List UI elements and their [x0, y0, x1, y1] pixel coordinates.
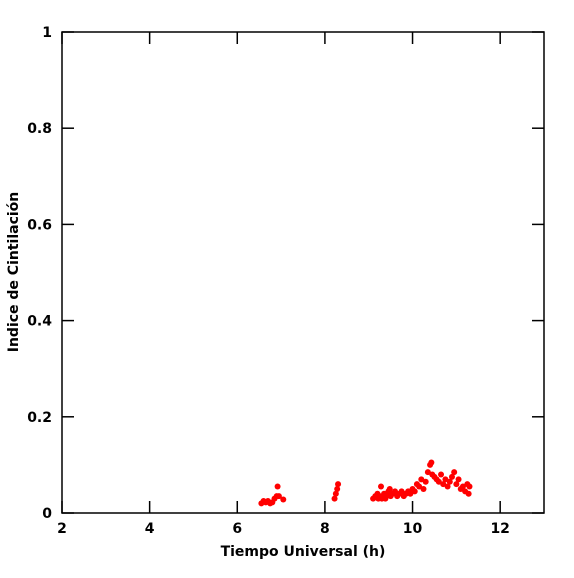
x-tick-label: 8: [320, 521, 330, 537]
y-tick-label: 0.8: [27, 121, 52, 137]
y-tick-label: 0.6: [27, 217, 52, 233]
y-tick-label: 0.4: [27, 314, 52, 330]
point: [440, 481, 447, 488]
y-axis-label: Indice de Cintilación: [6, 192, 22, 353]
plot-frame: [61, 31, 545, 514]
point: [332, 490, 339, 497]
point: [422, 478, 429, 485]
x-tick-label: 10: [403, 521, 423, 537]
point: [442, 476, 449, 483]
point: [444, 483, 451, 490]
point: [418, 476, 425, 483]
point: [411, 488, 418, 495]
point: [459, 483, 466, 490]
x-tick-label: 12: [490, 521, 509, 537]
point: [334, 485, 341, 492]
point: [383, 493, 390, 500]
point: [275, 493, 282, 500]
x-tick-label: 6: [232, 521, 242, 537]
point: [392, 488, 399, 495]
point: [335, 481, 342, 488]
point: [466, 483, 473, 490]
y-tick-label: 0: [42, 506, 52, 522]
x-tick-label: 2: [57, 521, 67, 537]
point: [451, 469, 458, 476]
point: [465, 490, 472, 497]
point: [428, 459, 435, 466]
point: [280, 496, 287, 503]
y-tick-label: 0.2: [27, 410, 52, 426]
point: [377, 483, 384, 490]
point: [386, 485, 393, 492]
point: [435, 478, 442, 485]
point: [274, 483, 281, 490]
point: [416, 483, 423, 490]
y-tick-label: 1: [42, 25, 52, 41]
x-axis-label: Tiempo Universal (h): [221, 544, 386, 560]
point: [446, 478, 453, 485]
point: [331, 495, 338, 502]
x-tick-label: 4: [145, 521, 155, 537]
point: [407, 490, 414, 497]
point: [448, 473, 455, 480]
point: [455, 476, 462, 483]
point: [420, 485, 427, 492]
point: [424, 469, 431, 476]
point: [438, 471, 445, 478]
point: [453, 481, 460, 488]
point: [398, 488, 405, 495]
